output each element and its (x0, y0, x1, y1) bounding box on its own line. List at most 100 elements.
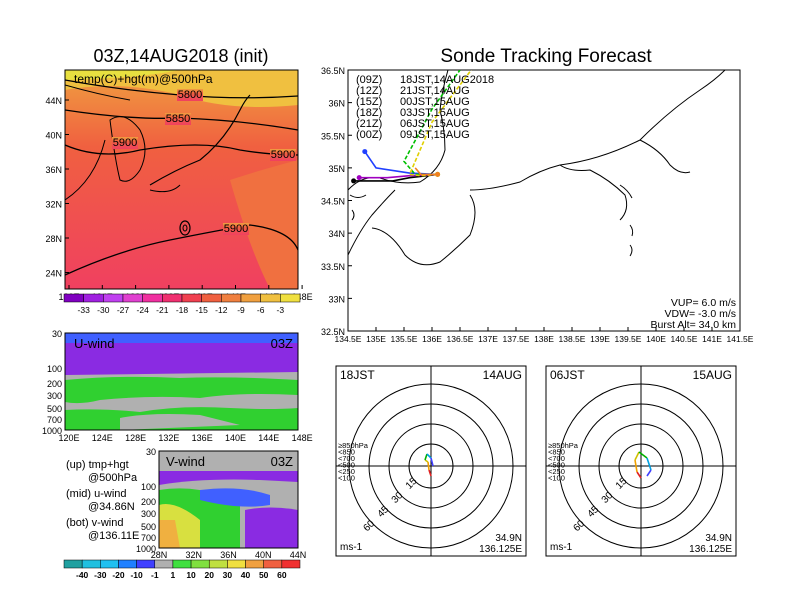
colorbar-swatch (227, 559, 246, 569)
colorbar-swatch (280, 293, 301, 303)
lat-ticks: 44N 40N 36N 32N 28N 24N (45, 96, 69, 279)
note-line: (up) tmp+hgt (66, 459, 129, 471)
right-title: Sonde Tracking Forecast (440, 46, 652, 67)
hodo-lat: 34.9N (705, 533, 732, 544)
left-title: 03Z,14AUG2018 (init) (93, 46, 268, 66)
lon-tick-label: 144E (258, 433, 279, 443)
lon-tick-label: 128E (125, 433, 146, 443)
hodo-trace (428, 469, 432, 477)
colorbar-swatch (103, 293, 124, 303)
lon-tick-label: 137.5E (503, 334, 530, 344)
hodo-lon: 136.125E (689, 544, 732, 555)
lon-tick-label: 139.5E (615, 334, 642, 344)
colorbar-swatch (201, 293, 222, 303)
legend-code: (15Z) (356, 96, 382, 108)
lat-tick-label: 32N (45, 200, 62, 210)
contour-label-bg (270, 149, 296, 161)
note-line: @500hPa (88, 472, 138, 484)
lon-tick-label: 140E (225, 433, 246, 443)
panel-notes: (up) tmp+hgt@500hPa (mid) u-wind@34.86N (b… (66, 459, 139, 542)
track-endpoint (351, 178, 357, 184)
track-param: Burst Alt= 34.0 km (651, 319, 737, 331)
lat-tick-label: 35.5N (321, 131, 345, 141)
hodo-legend-item: ≥850hPa (548, 441, 579, 450)
lat-tick-label: 44N (45, 96, 62, 106)
pressure-tick-label: 700 (141, 533, 156, 543)
lon-tick-label: 140E (646, 334, 666, 344)
contour-label-bg (165, 113, 191, 125)
note-line: @34.86N (88, 501, 135, 513)
colorbar-swatch (172, 559, 192, 569)
hodo-trace (424, 459, 429, 463)
legend-text: 06JST,15AUG (400, 118, 470, 130)
hodo-time: 06JST (550, 368, 585, 382)
lat-tick-label: 24N (45, 269, 62, 279)
hodo-trace (634, 459, 638, 473)
colorbar-swatch (81, 559, 101, 569)
lon-tick-label: 148E (292, 433, 313, 443)
hodo-legend-item: <850 (548, 448, 565, 457)
lat-tick-label: 28N (45, 234, 62, 244)
legend-text: 21JST,14AUG (400, 85, 470, 97)
hodo-legend-item: <850 (338, 448, 355, 457)
hodo-trace (646, 469, 652, 477)
hodo-trace (634, 451, 640, 461)
pressure-tick-label: 300 (141, 509, 156, 519)
hodo-trace (426, 453, 432, 459)
pressure-tick-label: 300 (47, 391, 62, 401)
temp-colorbar: -33 -30 -27 -24 -21 -18 -15 -12 -9 -6 -3 (63, 293, 301, 315)
lat-tick-label: 36N (328, 99, 345, 109)
contour-labels: 5800 5850 5900 5900 5900 (112, 89, 296, 235)
vwind-lat-ticks: 28N 32N 36N 40N 44N (151, 550, 307, 560)
track-param: VUP= 6.0 m/s (671, 297, 736, 309)
colorbar-tick-label: -30 (94, 570, 107, 580)
colorbar-tick-label: -40 (76, 570, 89, 580)
lat-tick-label: 34N (328, 229, 345, 239)
hodo-legend-item: <500 (548, 461, 565, 470)
colorbar-swatch (122, 293, 143, 303)
lon-tick-label: 141E (702, 334, 722, 344)
pressure-tick-label: 700 (47, 415, 62, 425)
contour-label: 5850 (166, 113, 190, 125)
colorbar-swatch (154, 559, 174, 569)
hodo-date: 15AUG (693, 368, 732, 382)
colorbar-tick-label: 30 (223, 570, 233, 580)
colorbar-tick-label: -6 (257, 305, 265, 315)
track-endpoint (356, 175, 362, 181)
legend-code: (12Z) (356, 85, 382, 97)
colorbar-swatch (142, 293, 163, 303)
legend-code: (18Z) (356, 107, 382, 119)
pressure-tick-label: 100 (141, 482, 156, 492)
colorbar-tick-label: -21 (156, 305, 169, 315)
colorbar-tick-label: -12 (215, 305, 228, 315)
pressure-tick-label: 30 (146, 447, 156, 457)
track-lon-ticks: 134.5E 135E 135.5E 136E 136.5E 137E 137.5E 138E… (335, 327, 754, 344)
colorbar-tick-label: -24 (137, 305, 150, 315)
lat-tick-label: 32N (185, 550, 202, 560)
hodo-legend-item: <250 (548, 467, 565, 476)
pressure-tick-label: 500 (47, 404, 62, 414)
colorbar-tick-label: -20 (112, 570, 125, 580)
colorbar-tick-label: 20 (204, 570, 214, 580)
colorbar-tick-label: -33 (78, 305, 91, 315)
legend-code: (21Z) (356, 118, 382, 130)
pressure-tick-label: 200 (141, 497, 156, 507)
colorbar-tick-label: -27 (117, 305, 130, 315)
pressure-tick-label: 500 (141, 522, 156, 532)
temp-hgt-map: temp(C)+hgt(m)@500hPa 5800 5850 5900 5900 59… (45, 69, 313, 302)
hodo-legend-item: <250 (338, 467, 355, 476)
colorbar-tick-label: -18 (176, 305, 189, 315)
vwind-time: 03Z (271, 454, 293, 469)
lat-tick-label: 35N (328, 164, 345, 174)
hodo-lon: 136.125E (479, 544, 522, 555)
track-endpoint (362, 149, 368, 155)
colorbar-tick-label: 50 (259, 570, 269, 580)
hodograph-right: 06JST 15AUG34.9N136.125Ems-115304560≥850h… (545, 365, 737, 557)
colorbar-swatch (63, 559, 83, 569)
colorbar-swatch (100, 559, 119, 569)
lon-tick-label: 124E (92, 433, 113, 443)
colorbar-swatch (221, 293, 242, 303)
